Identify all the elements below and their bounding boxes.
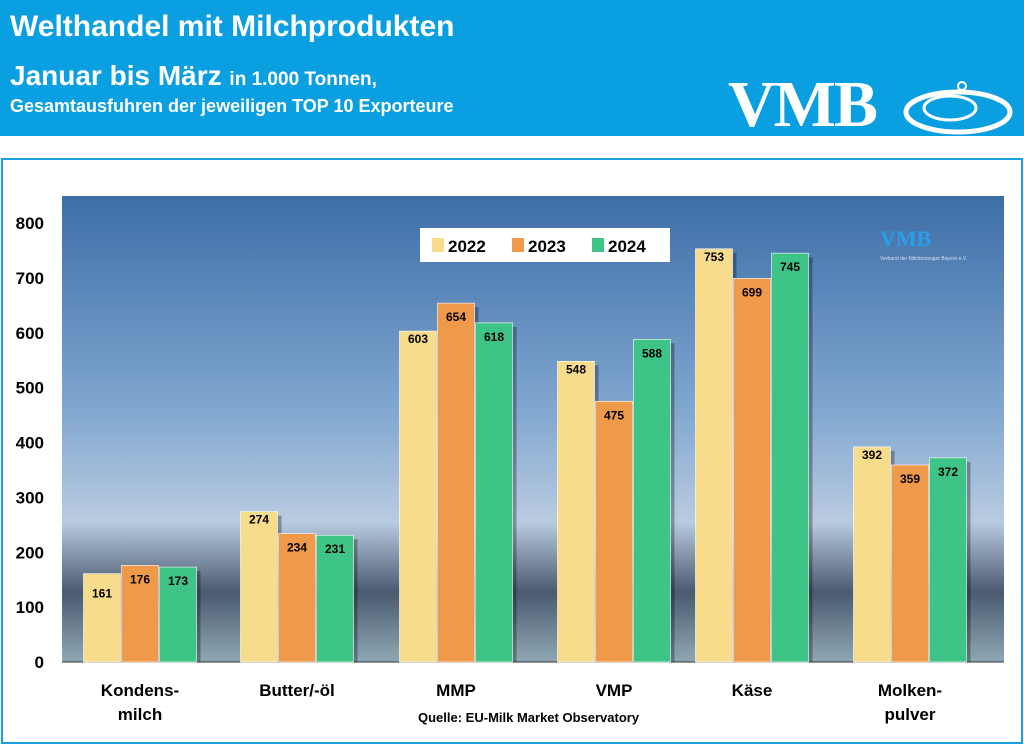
x-tick-label: pulver [884,705,935,724]
y-tick-label: 300 [16,488,44,507]
legend-box [420,228,670,262]
y-tick-label: 600 [16,324,44,343]
data-label: 274 [249,513,269,527]
data-label: 603 [408,332,428,346]
data-label: 234 [287,541,307,555]
data-label: 359 [900,472,920,486]
logo-swoosh-icon [903,81,1013,135]
y-tick-label: 500 [16,379,44,398]
x-tick-label: Kondens- [101,681,179,700]
subtitle-unit: in 1.000 Tonnen, [229,69,377,90]
data-label: 745 [780,260,800,274]
y-tick-label: 0 [35,653,44,672]
bar-2023 [891,464,929,663]
bar-2024 [316,534,354,663]
data-label: 475 [604,408,624,422]
bar-2024 [929,457,967,663]
bar-2024 [475,322,513,663]
x-tick-label: MMP [436,681,476,700]
data-label: 548 [566,362,586,376]
x-tick-label: milch [118,705,162,724]
data-label: 176 [130,572,150,586]
subtitle-2: Gesamtausfuhren der jeweiligen TOP 10 Ex… [10,96,454,116]
data-label: 392 [862,448,882,462]
data-label: 231 [325,542,345,556]
watermark-text: Verband der Milcherzeuger Bayern e.V. [880,256,967,262]
y-tick-label: 400 [16,434,44,453]
x-tick-label: Käse [732,681,773,700]
bar-2024 [771,252,809,663]
bar-2023 [437,302,475,663]
bar-2022 [853,446,891,663]
y-tick-label: 100 [16,598,44,617]
x-tick-label: VMP [596,681,633,700]
bar-2023 [278,533,316,663]
vmb-logo: VMB [728,68,878,141]
data-label: 699 [742,285,762,299]
bar-2023 [121,565,159,663]
y-tick-label: 200 [16,543,44,562]
bar-2022 [557,360,595,663]
legend-swatch-2022 [432,238,444,252]
bar-2024 [633,339,671,663]
data-label: 173 [168,574,188,588]
data-label: 654 [446,310,466,324]
x-tick-label: Molken- [878,681,942,700]
data-label: 618 [484,330,504,344]
plot-background [62,196,1004,662]
watermark-logo: VMB [880,226,932,251]
data-label: 753 [704,250,724,264]
title: Welthandel mit Milchprodukten [10,10,455,43]
y-tick-label: 700 [16,269,44,288]
source-note: Quelle: EU-Milk Market Observatory [418,710,640,725]
legend-swatch-2023 [512,238,524,252]
data-label: 588 [642,346,662,360]
bar-2022 [240,511,278,663]
data-label: 161 [92,587,112,601]
bar-2022 [695,248,733,663]
header-banner: Welthandel mit Milchprodukten Januar bis… [0,0,1024,141]
legend-label: 2024 [608,237,646,256]
y-tick-label: 800 [16,214,44,233]
bar-2022 [399,330,437,663]
legend-swatch-2024 [592,238,604,252]
subtitle: Januar bis März in 1.000 Tonnen, [10,60,377,92]
bar-2023 [733,278,771,663]
bar-2023 [595,401,633,663]
data-label: 372 [938,465,958,479]
legend-label: 2022 [448,237,486,256]
legend-label: 2023 [528,237,566,256]
x-tick-label: Butter/-öl [259,681,335,700]
bar-2022 [83,573,121,663]
subtitle-main: Januar bis März [10,60,222,91]
bar-2024 [159,566,197,663]
chart-frame [1,158,1023,744]
